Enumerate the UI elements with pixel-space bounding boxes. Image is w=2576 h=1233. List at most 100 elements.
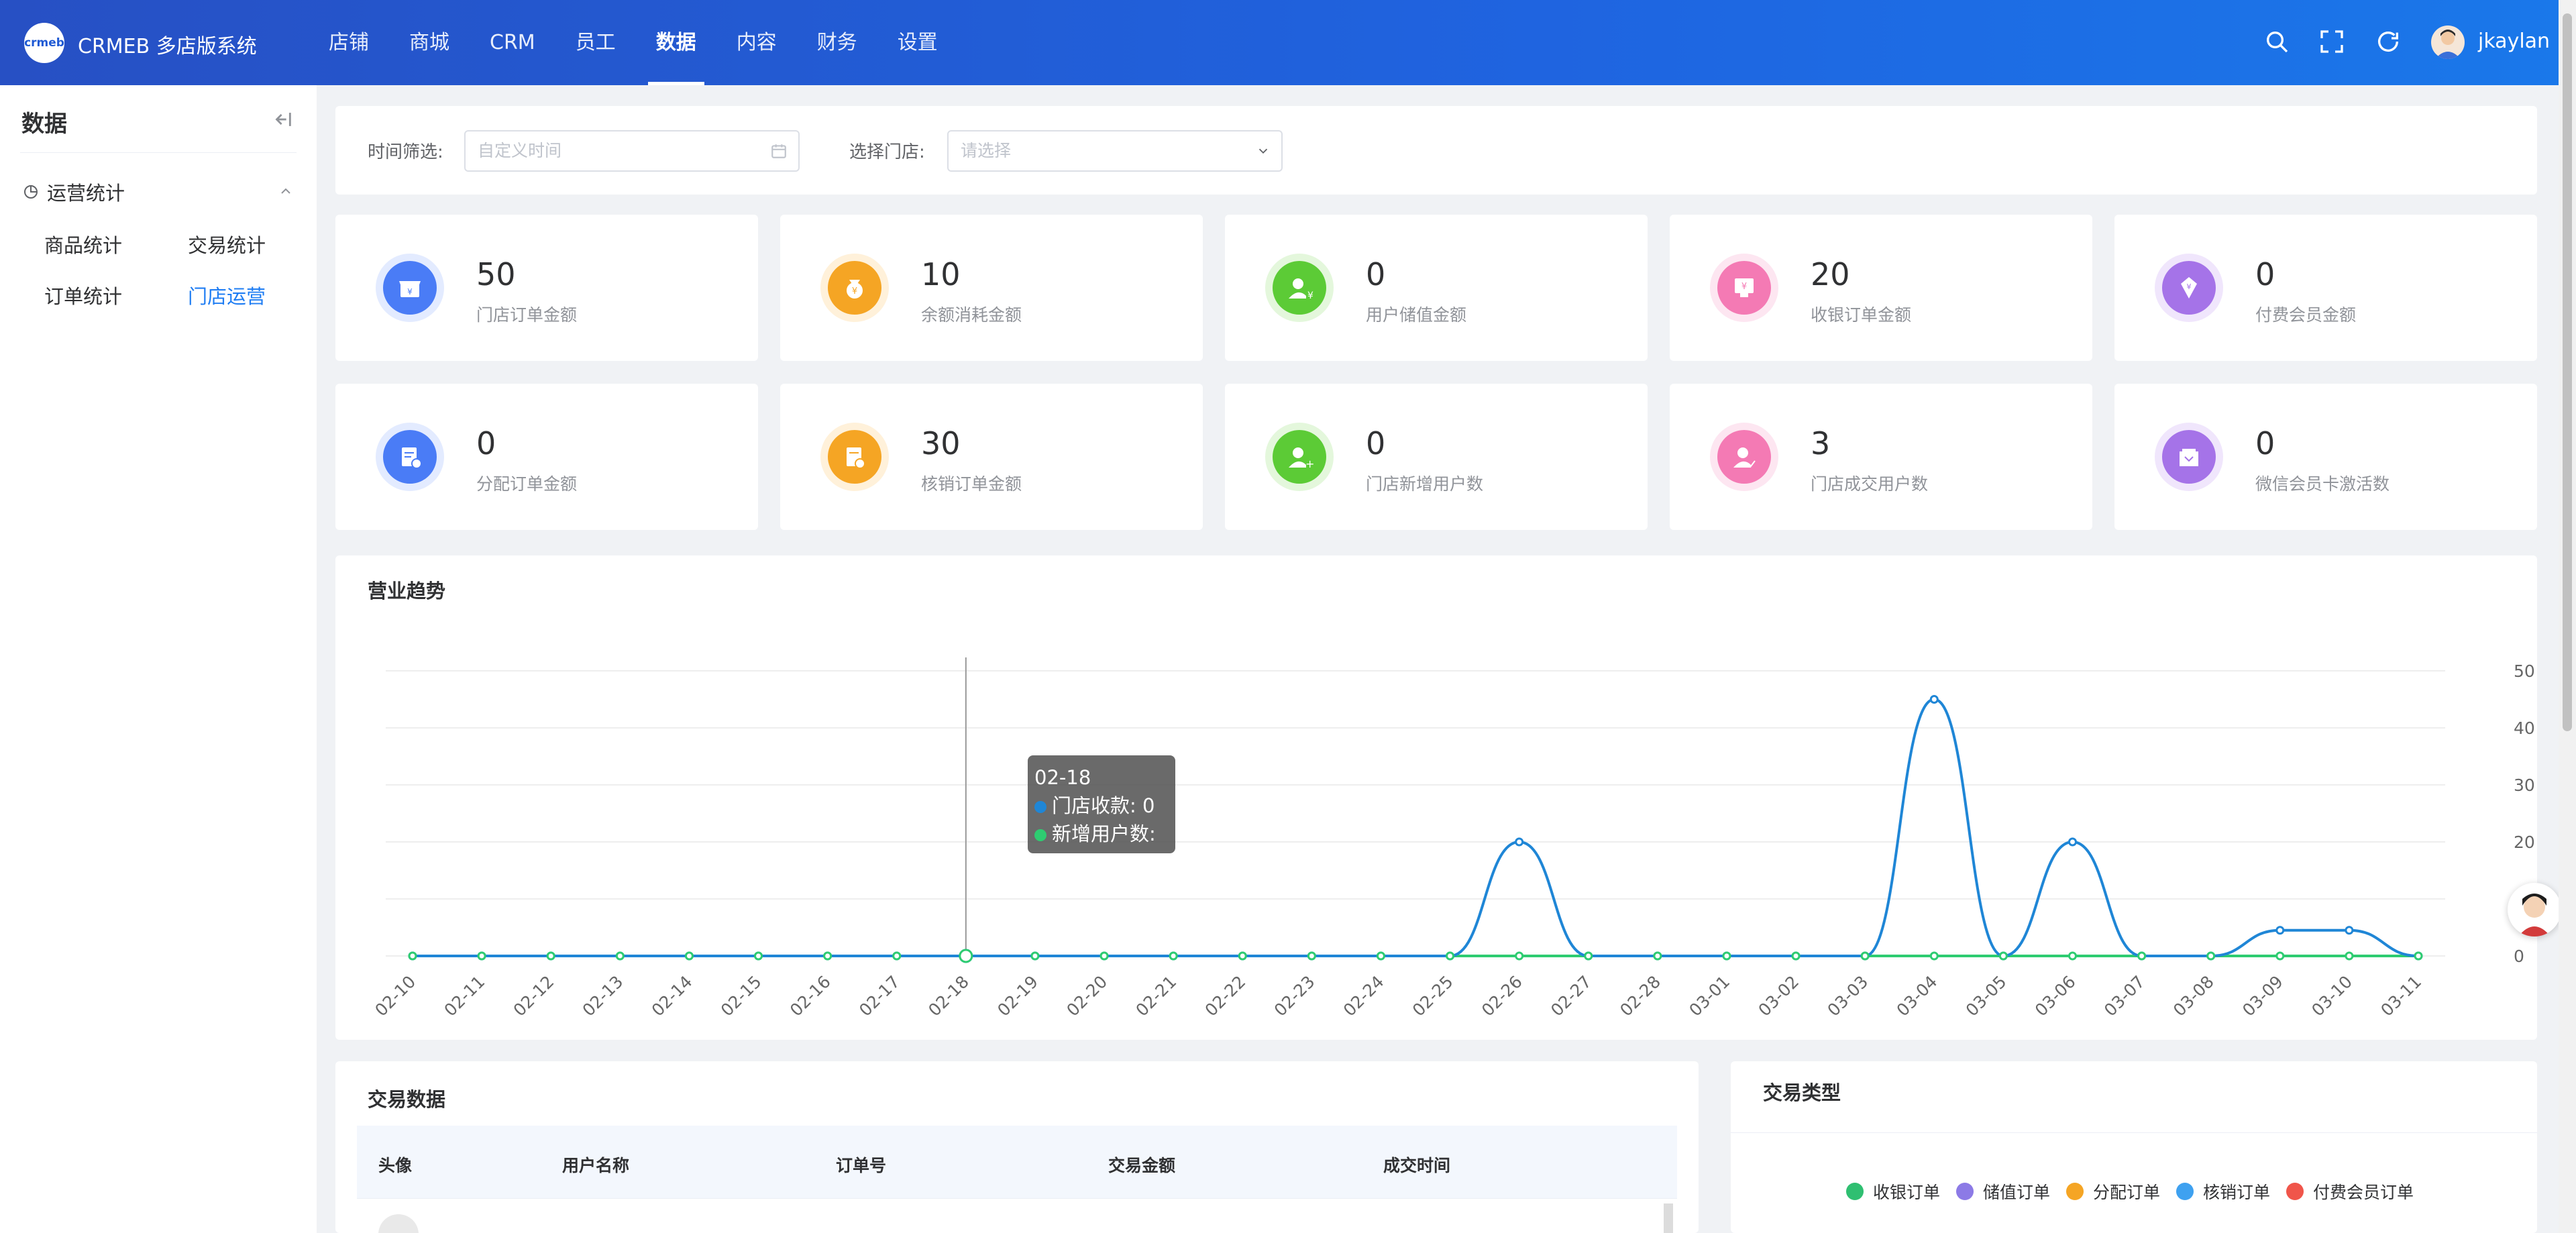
- balance-icon: ¥: [847, 280, 863, 299]
- nav-item-3[interactable]: 员工: [575, 31, 616, 54]
- sidebar-group-operations[interactable]: 运营统计: [23, 178, 125, 206]
- username[interactable]: jkaylan: [2478, 30, 2551, 53]
- x-tick-label-13: 02-23: [1271, 972, 1319, 1020]
- page-scrollbar[interactable]: [2559, 0, 2576, 1233]
- x-tick-label-7: 02-17: [855, 972, 904, 1020]
- data-point-s0-16[interactable]: [1515, 837, 1524, 847]
- user-avatar[interactable]: [2431, 25, 2465, 59]
- legend-item-0[interactable]: 收银订单: [1846, 1179, 1940, 1203]
- x-tick-label-22: 03-04: [1893, 972, 1941, 1020]
- sidebar-item-store-operations[interactable]: 门店运营: [188, 285, 266, 308]
- y-tick-label-4: 40: [2514, 718, 2535, 738]
- data-point-s1-29[interactable]: [2414, 951, 2423, 961]
- nav-item-4[interactable]: 数据: [647, 0, 704, 85]
- data-point-s0-24[interactable]: [2068, 837, 2077, 847]
- stat-value: 10: [921, 256, 961, 292]
- store-select-placeholder: 请选择: [961, 141, 1012, 160]
- data-point-s1-0[interactable]: [408, 951, 417, 961]
- data-point-s1-9[interactable]: [1030, 951, 1040, 961]
- legend-item-4[interactable]: 付费会员订单: [2286, 1179, 2414, 1203]
- data-point-s1-20[interactable]: [1791, 951, 1801, 961]
- legend-item-2[interactable]: 分配订单: [2066, 1179, 2160, 1203]
- transactions-title: 交易数据: [368, 1088, 446, 1111]
- stat-label: 付费会员金额: [2255, 305, 2357, 325]
- legend-item-3[interactable]: 核销订单: [2176, 1179, 2270, 1203]
- data-point-s0-28[interactable]: [2345, 926, 2354, 935]
- data-point-s1-23[interactable]: [1998, 951, 2008, 961]
- data-point-s1-25[interactable]: [2137, 951, 2147, 961]
- chevron-up-icon[interactable]: [278, 183, 294, 199]
- data-point-s1-17[interactable]: [1584, 951, 1593, 961]
- table-divider: [357, 1198, 1677, 1199]
- data-point-s1-4[interactable]: [684, 951, 694, 961]
- stat-icon-ring: ¥: [820, 254, 889, 322]
- stat-value: 0: [2255, 425, 2275, 462]
- sidebar-item-trade-stats[interactable]: 交易统计: [188, 234, 266, 257]
- data-point-s1-14[interactable]: [1376, 951, 1385, 961]
- stat-card-5: 0 分配订单金额: [335, 384, 758, 530]
- trend-chart[interactable]: 0102030405002-1002-1102-1202-1302-1402-1…: [335, 631, 2537, 1033]
- data-point-s1-8[interactable]: [959, 949, 973, 963]
- data-point-s1-2[interactable]: [546, 951, 555, 961]
- date-range-input[interactable]: 自定义时间: [464, 130, 800, 172]
- nav-item-7[interactable]: 设置: [897, 31, 938, 54]
- data-point-s1-6[interactable]: [823, 951, 833, 961]
- data-point-s1-11[interactable]: [1169, 951, 1178, 961]
- data-point-s1-27[interactable]: [2275, 951, 2285, 961]
- assistant-avatar[interactable]: [2508, 883, 2561, 936]
- nav-item-1[interactable]: 商城: [409, 31, 449, 54]
- data-point-s1-18[interactable]: [1653, 951, 1662, 961]
- sidebar-item-product-stats[interactable]: 商品统计: [44, 234, 123, 257]
- store-filter-label: 选择门店:: [849, 142, 925, 162]
- col-username: 用户名称: [562, 1156, 630, 1175]
- new-user-icon: +: [1289, 447, 1314, 470]
- data-point-s1-10[interactable]: [1099, 951, 1109, 961]
- data-point-s1-7[interactable]: [892, 951, 902, 961]
- collapse-sidebar-icon[interactable]: [271, 108, 294, 131]
- data-point-s1-16[interactable]: [1515, 951, 1524, 961]
- data-point-s1-19[interactable]: [1722, 951, 1731, 961]
- stat-icon-circle: [828, 430, 881, 484]
- store-select[interactable]: 请选择: [947, 130, 1283, 172]
- x-tick-label-24: 03-06: [2031, 972, 2080, 1020]
- stat-label: 微信会员卡激活数: [2255, 474, 2390, 494]
- data-point-s1-22[interactable]: [1929, 951, 1939, 961]
- nav-item-2[interactable]: CRM: [490, 31, 535, 54]
- chart-tooltip: 02-18 门店收款: 0 新增用户数: 0: [1028, 755, 1175, 873]
- nav-item-6[interactable]: 财务: [816, 31, 857, 54]
- data-point-s1-5[interactable]: [754, 951, 763, 961]
- legend-item-1[interactable]: 储值订单: [1956, 1179, 2050, 1203]
- membership-icon: ¥: [2181, 277, 2197, 299]
- data-point-s1-15[interactable]: [1446, 951, 1455, 961]
- scrollbar-thumb[interactable]: [2563, 13, 2572, 731]
- data-point-s1-12[interactable]: [1238, 951, 1247, 961]
- x-tick-label-15: 02-25: [1409, 972, 1457, 1020]
- stat-value: 0: [2255, 256, 2275, 292]
- x-tick-label-6: 02-16: [786, 972, 835, 1020]
- refresh-icon[interactable]: [2375, 28, 2402, 55]
- data-point-s1-21[interactable]: [1860, 951, 1870, 961]
- data-point-s1-28[interactable]: [2345, 951, 2354, 961]
- svg-text:+: +: [1305, 458, 1314, 470]
- data-point-s0-22[interactable]: [1929, 695, 1939, 704]
- fullscreen-icon[interactable]: [2318, 28, 2345, 55]
- stat-value: 0: [476, 425, 496, 462]
- x-tick-label-2: 02-12: [510, 972, 558, 1020]
- sidebar-item-order-stats[interactable]: 订单统计: [44, 285, 123, 308]
- data-point-s0-27[interactable]: [2275, 926, 2285, 935]
- x-tick-label-11: 02-21: [1132, 972, 1180, 1020]
- data-point-s1-24[interactable]: [2068, 951, 2077, 961]
- nav-item-5[interactable]: 内容: [736, 31, 777, 54]
- data-point-s1-1[interactable]: [477, 951, 486, 961]
- stat-card-3: ¥20 收银订单金额: [1670, 215, 2092, 361]
- stat-value: 30: [921, 425, 961, 462]
- nav-item-0[interactable]: 店铺: [329, 31, 369, 54]
- brand-logo[interactable]: crmeb: [24, 23, 64, 63]
- data-point-s1-3[interactable]: [615, 951, 625, 961]
- date-range-placeholder: 自定义时间: [478, 141, 562, 160]
- table-scrollbar[interactable]: [1664, 1203, 1673, 1233]
- data-point-s1-26[interactable]: [2206, 951, 2216, 961]
- stat-icon-ring: ¥: [1710, 254, 1778, 322]
- data-point-s1-13[interactable]: [1307, 951, 1316, 961]
- search-icon[interactable]: [2263, 28, 2290, 55]
